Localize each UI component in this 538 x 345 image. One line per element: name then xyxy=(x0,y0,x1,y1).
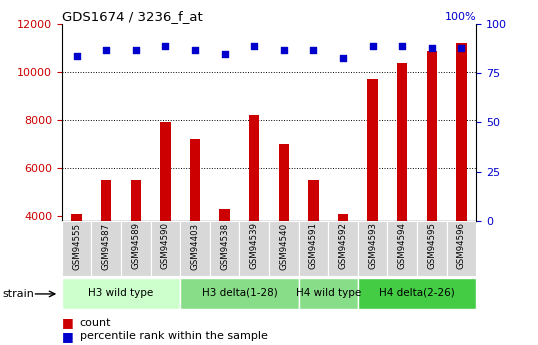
Bar xyxy=(180,278,299,309)
Bar xyxy=(239,221,269,276)
Bar xyxy=(210,221,239,276)
Bar xyxy=(358,221,387,276)
Bar xyxy=(367,79,378,221)
Bar xyxy=(160,122,171,221)
Text: GSM94538: GSM94538 xyxy=(220,223,229,269)
Text: 100%: 100% xyxy=(444,12,476,22)
Point xyxy=(161,43,169,49)
Point xyxy=(338,55,347,60)
Bar xyxy=(299,278,358,309)
Point xyxy=(131,47,140,52)
Bar xyxy=(387,221,417,276)
Bar xyxy=(190,139,200,221)
Point xyxy=(279,47,288,52)
Bar xyxy=(151,221,180,276)
Text: H3 delta(1-28): H3 delta(1-28) xyxy=(202,288,277,297)
Point xyxy=(190,47,199,52)
Bar xyxy=(269,221,299,276)
Bar xyxy=(427,50,437,221)
Text: GSM94593: GSM94593 xyxy=(368,223,377,269)
Point xyxy=(427,45,436,50)
Bar xyxy=(249,115,259,221)
Point xyxy=(220,51,229,57)
Text: GSM94590: GSM94590 xyxy=(161,223,170,269)
Text: GSM94403: GSM94403 xyxy=(190,223,200,269)
Bar xyxy=(397,62,407,221)
Bar xyxy=(417,221,447,276)
Text: GSM94594: GSM94594 xyxy=(398,223,407,269)
Text: H4 delta(2-26): H4 delta(2-26) xyxy=(379,288,455,297)
Bar xyxy=(328,221,358,276)
Point xyxy=(398,43,406,49)
Text: GDS1674 / 3236_f_at: GDS1674 / 3236_f_at xyxy=(62,10,203,23)
Point xyxy=(250,43,258,49)
Text: GSM94596: GSM94596 xyxy=(457,223,466,269)
Point xyxy=(368,43,377,49)
Text: GSM94589: GSM94589 xyxy=(131,223,140,269)
Bar xyxy=(447,221,476,276)
Text: GSM94555: GSM94555 xyxy=(72,223,81,269)
Bar xyxy=(338,214,348,221)
Bar xyxy=(180,221,210,276)
Bar xyxy=(72,214,82,221)
Bar xyxy=(308,180,318,221)
Text: GSM94595: GSM94595 xyxy=(427,223,436,269)
Text: GSM94591: GSM94591 xyxy=(309,223,318,269)
Point xyxy=(72,53,81,58)
Bar xyxy=(299,221,328,276)
Text: GSM94587: GSM94587 xyxy=(102,223,111,269)
Text: count: count xyxy=(80,318,111,327)
Text: H3 wild type: H3 wild type xyxy=(88,288,154,297)
Text: GSM94592: GSM94592 xyxy=(338,223,348,269)
Bar xyxy=(456,43,466,221)
Bar xyxy=(91,221,121,276)
Bar xyxy=(62,278,180,309)
Bar xyxy=(131,180,141,221)
Text: ■: ■ xyxy=(62,330,74,343)
Bar xyxy=(358,278,476,309)
Point xyxy=(457,45,465,50)
Bar xyxy=(101,180,111,221)
Point xyxy=(102,47,110,52)
Text: percentile rank within the sample: percentile rank within the sample xyxy=(80,332,267,341)
Text: GSM94540: GSM94540 xyxy=(279,223,288,269)
Text: GSM94539: GSM94539 xyxy=(250,223,259,269)
Bar xyxy=(220,209,230,221)
Bar xyxy=(279,144,289,221)
Text: ■: ■ xyxy=(62,316,74,329)
Point xyxy=(309,47,317,52)
Text: H4 wild type: H4 wild type xyxy=(295,288,361,297)
Bar xyxy=(121,221,151,276)
Bar xyxy=(62,221,91,276)
Text: strain: strain xyxy=(3,289,34,299)
